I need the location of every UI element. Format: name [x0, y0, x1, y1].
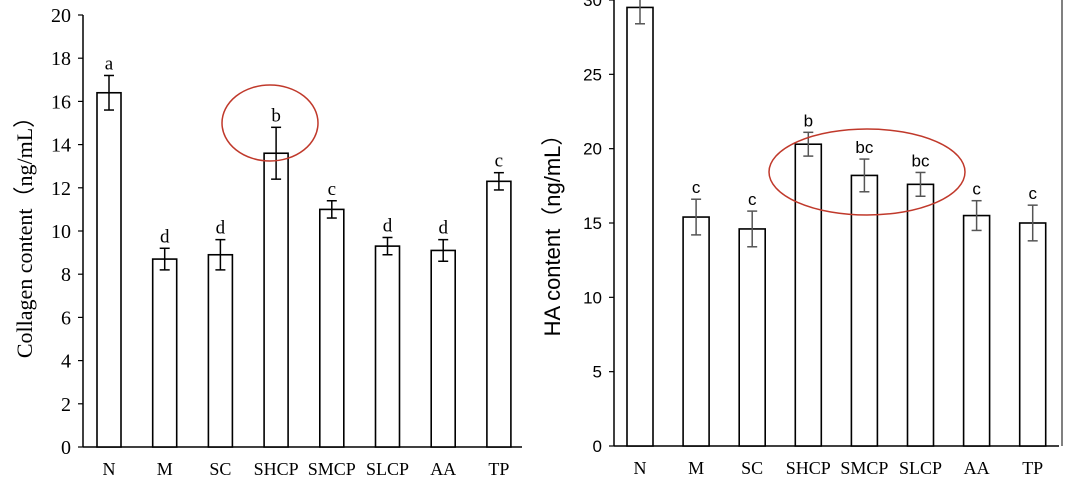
highlight-ellipse [768, 128, 966, 216]
y-tick-label: 15 [583, 214, 602, 233]
bar-m [682, 216, 710, 447]
x-tick-label-shcp: SHCP [786, 458, 831, 478]
x-tick-label-sc: SC [209, 459, 231, 479]
bar-sc [738, 228, 767, 447]
y-tick-label: 25 [583, 65, 602, 84]
collagen-chart: 0 2 4 6 8 10 12 14 16 18 20 Collagen content（ng/mL）… [12, 5, 522, 479]
y-tick-label: 0 [593, 437, 602, 456]
y-tick-label: 20 [51, 5, 71, 27]
y-tick-label: 20 [583, 140, 602, 159]
y-tick-label: 18 [51, 48, 71, 70]
y-tick-label: 4 [61, 351, 71, 373]
significance-letter-sc: d [216, 218, 226, 239]
significance-letter-aa: c [972, 180, 981, 199]
significance-letter-slcp: bc [912, 151, 930, 170]
x-tick-label-shcp: SHCP [254, 459, 299, 479]
y-tick-label: 16 [51, 91, 71, 113]
significance-letter-sc: c [748, 190, 757, 209]
bar-m [151, 258, 178, 448]
x-tick-label-aa: AA [964, 458, 990, 478]
x-tick-label-smcp: SMCP [308, 459, 356, 479]
x-tick-label-slcp: SLCP [366, 459, 409, 479]
y-tick-label: 10 [583, 288, 602, 307]
y-tick-label: 0 [61, 437, 71, 459]
x-tick-label-n: N [634, 458, 647, 478]
y-axis-label: Collagen content（ng/mL） [12, 106, 37, 358]
y-tick-label: 10 [51, 221, 71, 243]
bar-sc [207, 253, 234, 448]
bar-aa [962, 214, 991, 447]
significance-letter-shcp: b [804, 111, 813, 130]
significance-letter-tp: c [495, 151, 503, 172]
x-tick-label-aa: AA [430, 459, 456, 479]
x-tick-label-tp: TP [1022, 458, 1043, 478]
bar-smcp [850, 174, 879, 447]
y-tick-label: 2 [61, 394, 71, 416]
y-tick-label: 6 [61, 307, 71, 329]
significance-letter-tp: c [1028, 184, 1037, 203]
bar-shcp [263, 152, 289, 448]
y-tick-label: 14 [51, 135, 71, 157]
bar-slcp [374, 245, 401, 448]
bar-aa [430, 249, 457, 448]
x-tick-label-slcp: SLCP [899, 458, 942, 478]
x-tick-label-m: M [157, 459, 173, 479]
highlight-ellipse [221, 84, 319, 162]
significance-letter-smcp: bc [855, 138, 873, 157]
significance-letter-m: d [160, 226, 170, 247]
bar-n [96, 91, 122, 448]
significance-letter-m: c [692, 178, 701, 197]
bar-tp [486, 180, 512, 448]
bar-smcp [318, 208, 345, 448]
x-tick-label-m: M [688, 458, 704, 478]
x-tick-label-smcp: SMCP [840, 458, 888, 478]
bar-tp [1018, 222, 1047, 447]
significance-letter-aa: d [438, 218, 448, 239]
significance-letter-n: a [105, 53, 114, 74]
x-tick-label-n: N [103, 459, 116, 479]
y-tick-label: 8 [61, 264, 71, 286]
x-tick-label-sc: SC [741, 458, 763, 478]
x-tick-label-tp: TP [488, 459, 509, 479]
bar-slcp [906, 183, 935, 447]
y-axis-label: HA content（ng/mL） [540, 124, 565, 337]
bar-n [626, 6, 654, 447]
significance-letter-shcp: b [271, 105, 281, 126]
y-tick-label: 5 [593, 363, 602, 382]
significance-letter-slcp: d [383, 215, 393, 236]
y-tick-label: 30 [583, 0, 602, 10]
significance-letter-smcp: c [328, 179, 336, 200]
bar-shcp [794, 143, 823, 447]
y-tick-label: 12 [51, 178, 71, 200]
